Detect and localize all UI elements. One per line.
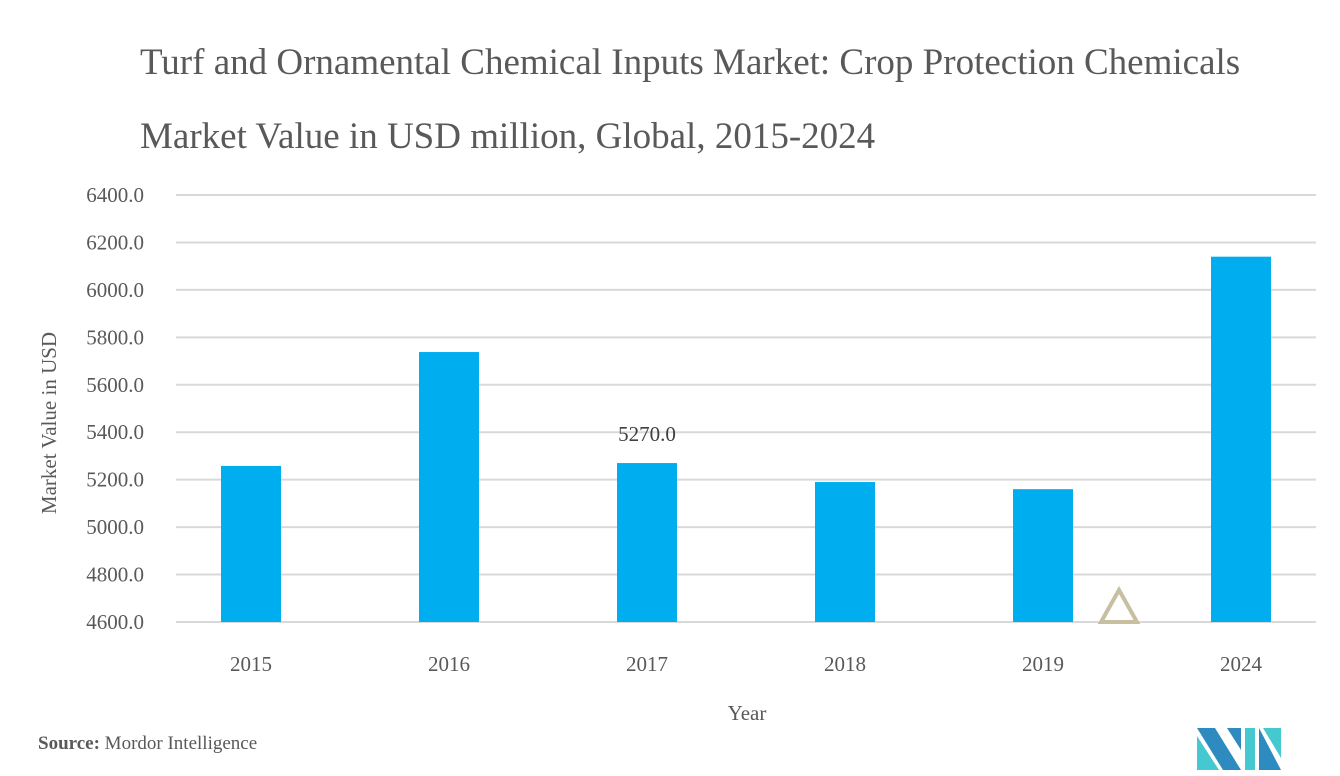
data-label-2017: 5270.0 [618,422,676,446]
y-axis-ticks: 4600.0 4800.0 5000.0 5200.0 5400.0 5600.0 5800… [86,183,144,634]
source-text: Mordor Intelligence [99,733,258,754]
x-tick-label: 2016 [428,652,470,676]
y-tick-label: 6200.0 [86,230,144,254]
bar-2024 [1211,256,1271,622]
x-tick-label: 2015 [230,652,272,676]
x-axis-label: Year [728,701,767,725]
mordor-intelligence-logo-icon [1197,728,1281,770]
source-label: Source: [38,733,100,754]
y-tick-label: 4800.0 [86,563,144,587]
source-note: Source: Mordor Intelligence [38,733,257,755]
y-tick-label: 6400.0 [86,183,144,207]
gridlines [176,194,1316,623]
x-tick-label: 2024 [1220,652,1263,676]
bar-2015 [221,465,281,622]
bars [221,256,1271,622]
bar-2019 [1013,489,1073,622]
x-tick-label: 2019 [1022,652,1064,676]
bar-2017 [617,463,677,622]
axis-break-triangle-icon [1097,585,1141,624]
y-tick-label: 5200.0 [86,468,144,492]
y-tick-label: 4600.0 [86,610,144,634]
y-tick-label: 6000.0 [86,278,144,302]
x-axis-ticks: 2015 2016 2017 2018 2019 2024 [230,652,1263,676]
chart-title: Turf and Ornamental Chemical Inputs Mark… [140,42,1241,157]
y-tick-label: 5400.0 [86,420,144,444]
y-tick-label: 5800.0 [86,325,144,349]
y-tick-label: 5000.0 [86,515,144,539]
y-tick-label: 5600.0 [86,373,144,397]
bar-2016 [419,352,479,622]
x-tick-label: 2017 [626,652,668,676]
bar-2018 [815,482,875,622]
x-tick-label: 2018 [824,652,866,676]
data-labels: 5270.0 [618,422,676,446]
y-axis-label: Market Value in USD [37,332,61,514]
